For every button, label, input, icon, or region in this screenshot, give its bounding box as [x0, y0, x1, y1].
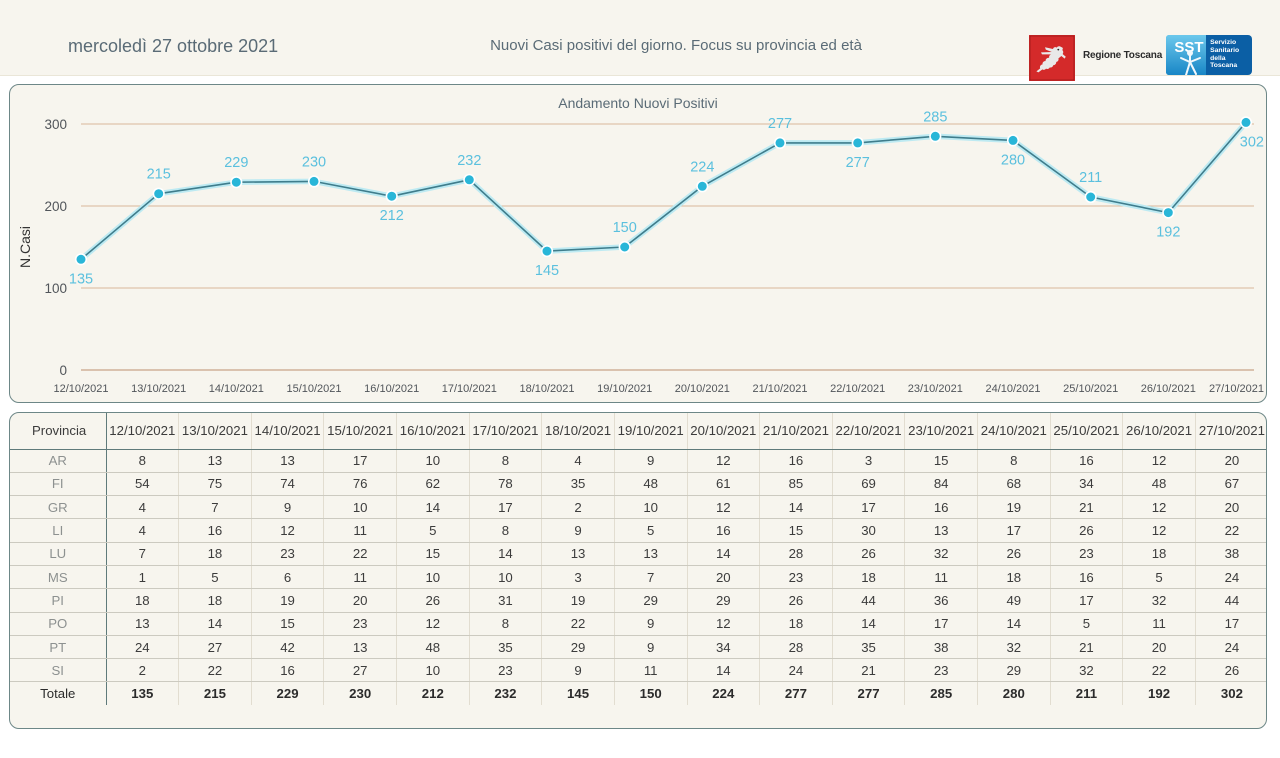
svg-text:224: 224 [690, 159, 714, 175]
svg-text:17/10/2021: 17/10/2021 [442, 383, 497, 395]
svg-text:27/10/2021: 27/10/2021 [1209, 383, 1264, 395]
svg-text:145: 145 [535, 263, 559, 279]
svg-text:135: 135 [69, 271, 93, 287]
svg-text:20/10/2021: 20/10/2021 [675, 383, 730, 395]
svg-text:25/10/2021: 25/10/2021 [1063, 383, 1118, 395]
svg-text:215: 215 [147, 167, 171, 183]
svg-text:26/10/2021: 26/10/2021 [1141, 383, 1196, 395]
svg-text:302: 302 [1240, 134, 1264, 150]
svg-text:21/10/2021: 21/10/2021 [752, 383, 807, 395]
svg-text:280: 280 [1001, 152, 1025, 168]
svg-text:0: 0 [59, 363, 67, 378]
svg-text:200: 200 [44, 199, 67, 214]
svg-text:N.Casi: N.Casi [17, 226, 33, 268]
svg-text:13/10/2021: 13/10/2021 [131, 383, 186, 395]
svg-text:15/10/2021: 15/10/2021 [286, 383, 341, 395]
svg-text:24/10/2021: 24/10/2021 [985, 383, 1040, 395]
svg-text:19/10/2021: 19/10/2021 [597, 383, 652, 395]
svg-text:14/10/2021: 14/10/2021 [209, 383, 264, 395]
svg-text:18/10/2021: 18/10/2021 [519, 383, 574, 395]
svg-text:23/10/2021: 23/10/2021 [908, 383, 963, 395]
svg-text:232: 232 [457, 153, 481, 169]
svg-text:285: 285 [923, 111, 947, 125]
svg-text:16/10/2021: 16/10/2021 [364, 383, 419, 395]
svg-text:230: 230 [302, 154, 326, 170]
svg-text:100: 100 [44, 281, 67, 296]
svg-text:12/10/2021: 12/10/2021 [53, 383, 108, 395]
svg-text:229: 229 [224, 155, 248, 171]
svg-text:300: 300 [44, 117, 67, 132]
svg-text:211: 211 [1079, 170, 1102, 186]
svg-text:192: 192 [1156, 225, 1180, 241]
svg-text:277: 277 [768, 116, 792, 132]
svg-text:22/10/2021: 22/10/2021 [830, 383, 885, 395]
svg-text:277: 277 [846, 155, 870, 171]
svg-text:150: 150 [613, 220, 637, 236]
svg-text:212: 212 [380, 208, 404, 224]
